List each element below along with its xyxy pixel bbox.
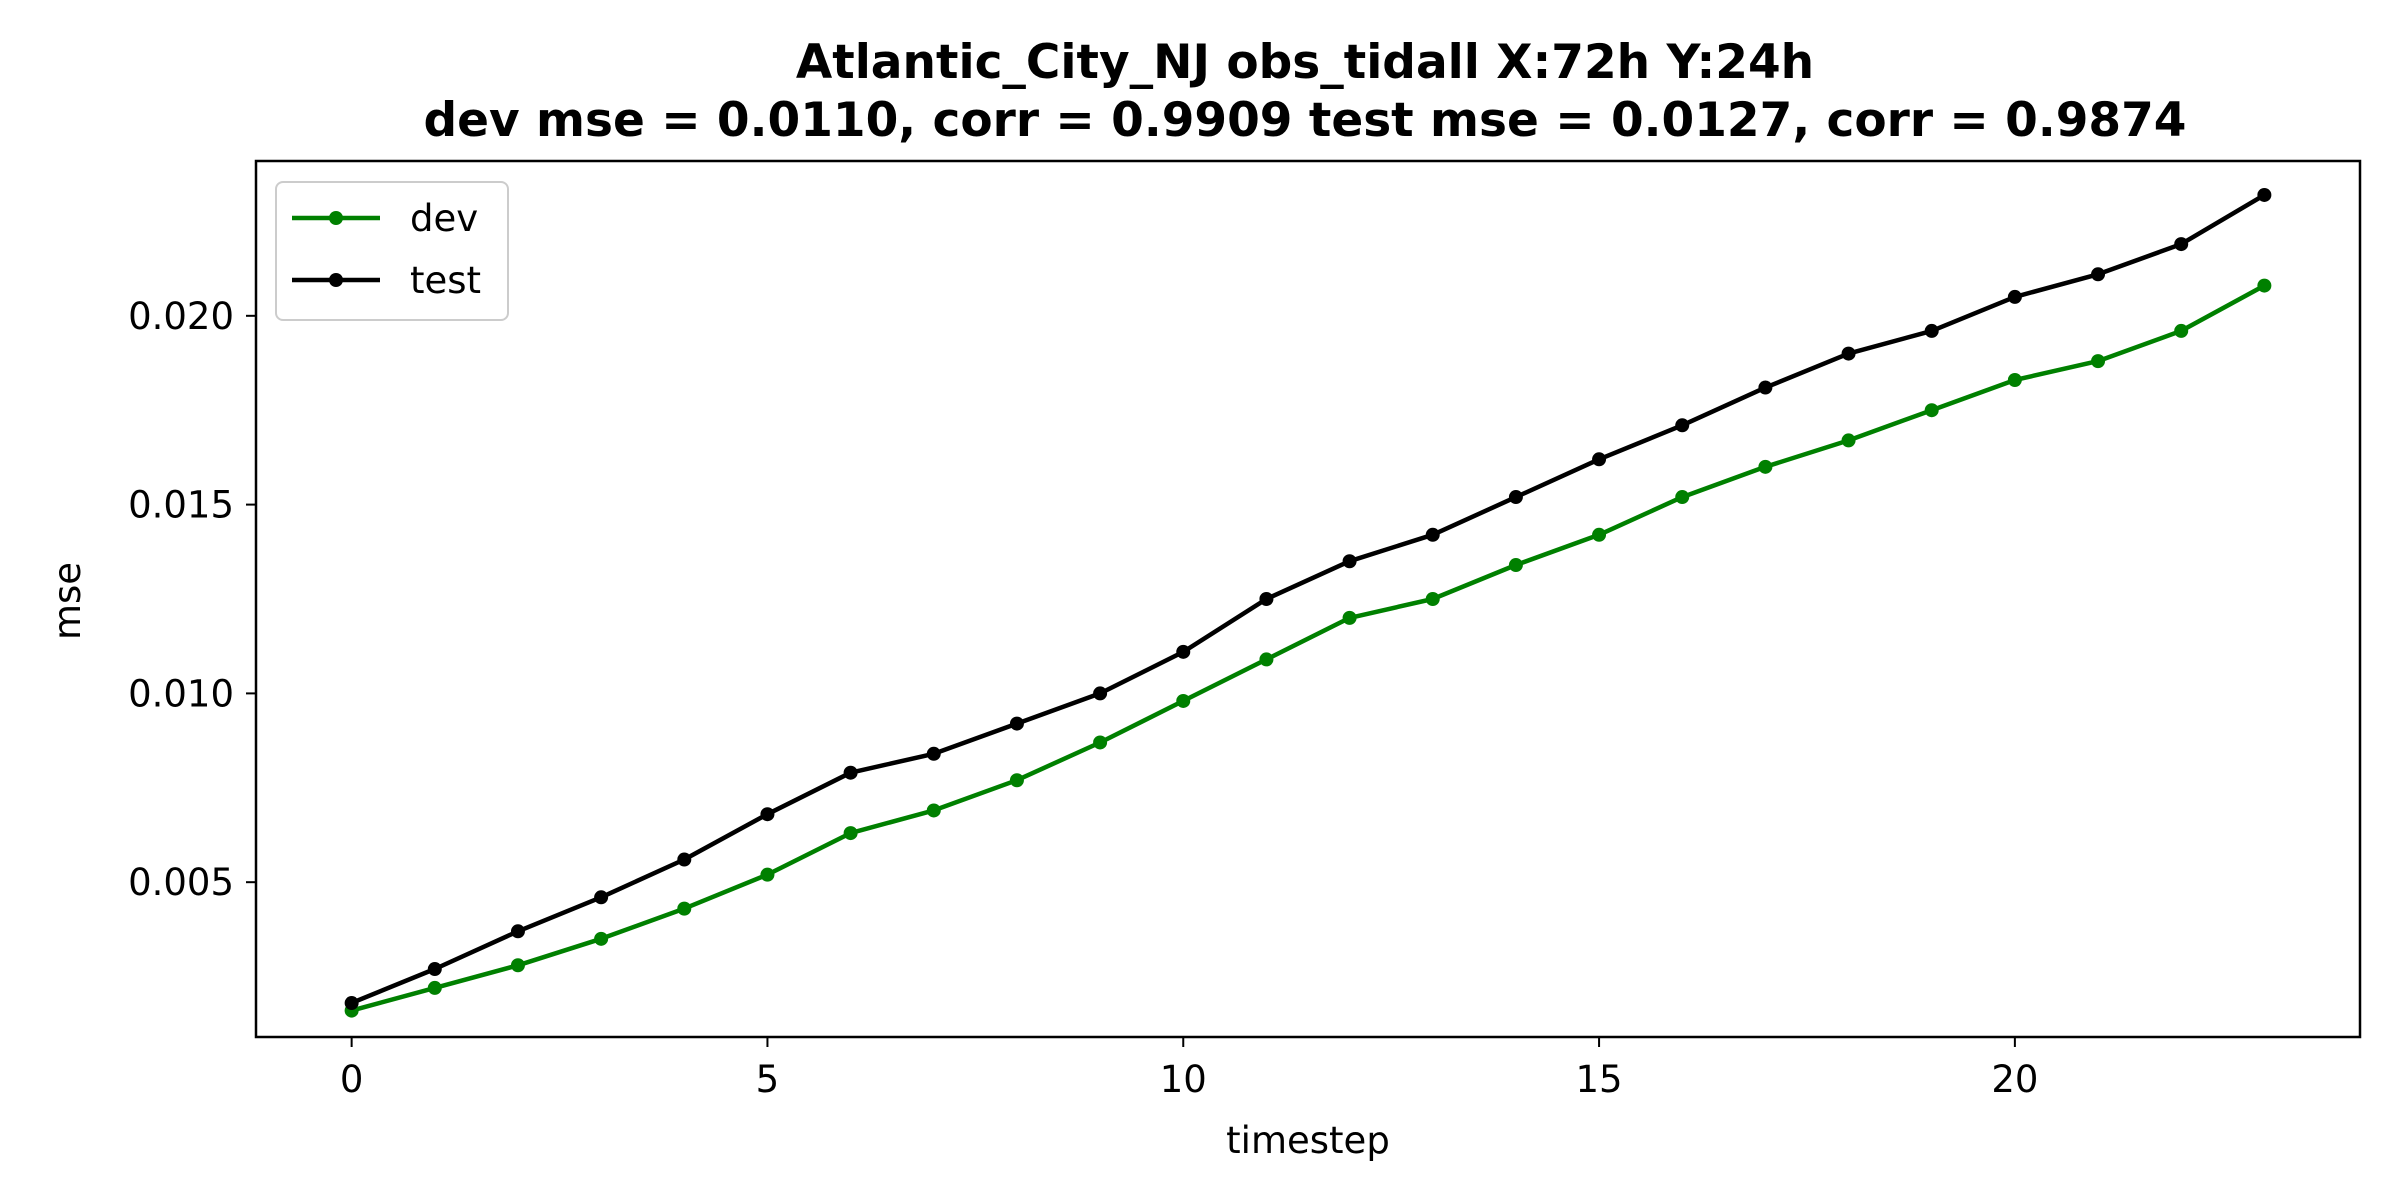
x-tick-label: 5: [756, 1058, 780, 1101]
data-point-test: [1924, 323, 1939, 338]
data-point-test: [760, 807, 775, 822]
data-point-dev: [1342, 610, 1357, 625]
data-point-dev: [677, 901, 692, 916]
data-point-dev: [427, 980, 442, 995]
data-point-dev: [760, 867, 775, 882]
data-point-test: [1425, 527, 1440, 542]
data-point-dev: [1259, 652, 1274, 667]
data-point-test: [1259, 592, 1274, 606]
chart-title-line1: Atlantic_City_NJ obs_tidall X:72h Y:24h: [796, 35, 1814, 90]
x-axis-ticks: 0 5 10 15 20: [340, 1037, 2038, 1101]
data-point-test: [344, 996, 359, 1011]
data-point-test: [677, 852, 692, 867]
data-point-dev: [926, 803, 941, 818]
data-point-dev: [1924, 403, 1939, 418]
data-point-dev: [1675, 490, 1690, 505]
y-tick-label: 0.005: [128, 861, 234, 904]
data-point-test: [843, 765, 858, 780]
data-point-dev: [2007, 373, 2022, 387]
data-point-test: [1009, 716, 1024, 731]
data-series: [344, 187, 2272, 1018]
series-line-test: [348, 191, 2268, 1006]
data-point-test: [1508, 490, 1523, 505]
data-point-test: [1342, 554, 1357, 569]
data-point-dev: [1009, 773, 1024, 788]
data-point-test: [1675, 418, 1690, 433]
legend-test-label: test: [410, 259, 481, 302]
y-axis-label: mse: [46, 562, 89, 640]
plot-frame: [254, 159, 2362, 1039]
data-point-test: [594, 890, 609, 905]
data-point-test: [2007, 289, 2022, 304]
y-axis-ticks: 0.005 0.010 0.015 0.020: [128, 295, 256, 904]
data-point-test: [510, 924, 525, 939]
legend-test-marker: [329, 273, 343, 287]
data-point-dev: [843, 826, 858, 841]
data-point-dev: [1592, 527, 1607, 542]
y-tick-label: 0.015: [128, 484, 234, 527]
data-point-test: [926, 746, 941, 761]
data-point-test: [1093, 686, 1108, 701]
data-point-dev: [594, 931, 609, 946]
data-point-test: [2257, 187, 2272, 202]
y-tick-label: 0.020: [128, 295, 234, 338]
data-point-dev: [1425, 592, 1440, 606]
y-tick-label: 0.010: [128, 672, 234, 715]
data-point-test: [1841, 346, 1856, 361]
data-point-dev: [1093, 735, 1108, 750]
data-point-dev: [1758, 459, 1773, 474]
data-point-test: [1592, 452, 1607, 467]
x-axis-label: timestep: [1226, 1119, 1390, 1162]
x-tick-label: 0: [340, 1058, 364, 1101]
data-point-dev: [2091, 354, 2106, 369]
x-tick-label: 10: [1160, 1058, 1207, 1101]
data-point-test: [1176, 644, 1191, 659]
data-point-dev: [1176, 693, 1191, 708]
data-point-test: [427, 962, 442, 977]
data-point-dev: [1508, 558, 1523, 573]
x-tick-label: 20: [1991, 1058, 2038, 1101]
data-point-test: [1758, 380, 1773, 395]
x-tick-label: 15: [1576, 1058, 1623, 1101]
data-point-dev: [1841, 433, 1856, 448]
data-point-dev: [2257, 278, 2272, 293]
legend-dev-label: dev: [410, 197, 478, 240]
data-point-test: [2174, 237, 2189, 252]
legend: dev test: [275, 181, 509, 321]
legend-dev-marker: [329, 211, 343, 225]
chart-title-line2: dev mse = 0.0110, corr = 0.9909 test mse…: [423, 93, 2186, 148]
series-line-dev: [348, 282, 2268, 1014]
data-point-dev: [2174, 323, 2189, 338]
data-point-test: [2091, 267, 2106, 282]
data-point-dev: [510, 958, 525, 973]
